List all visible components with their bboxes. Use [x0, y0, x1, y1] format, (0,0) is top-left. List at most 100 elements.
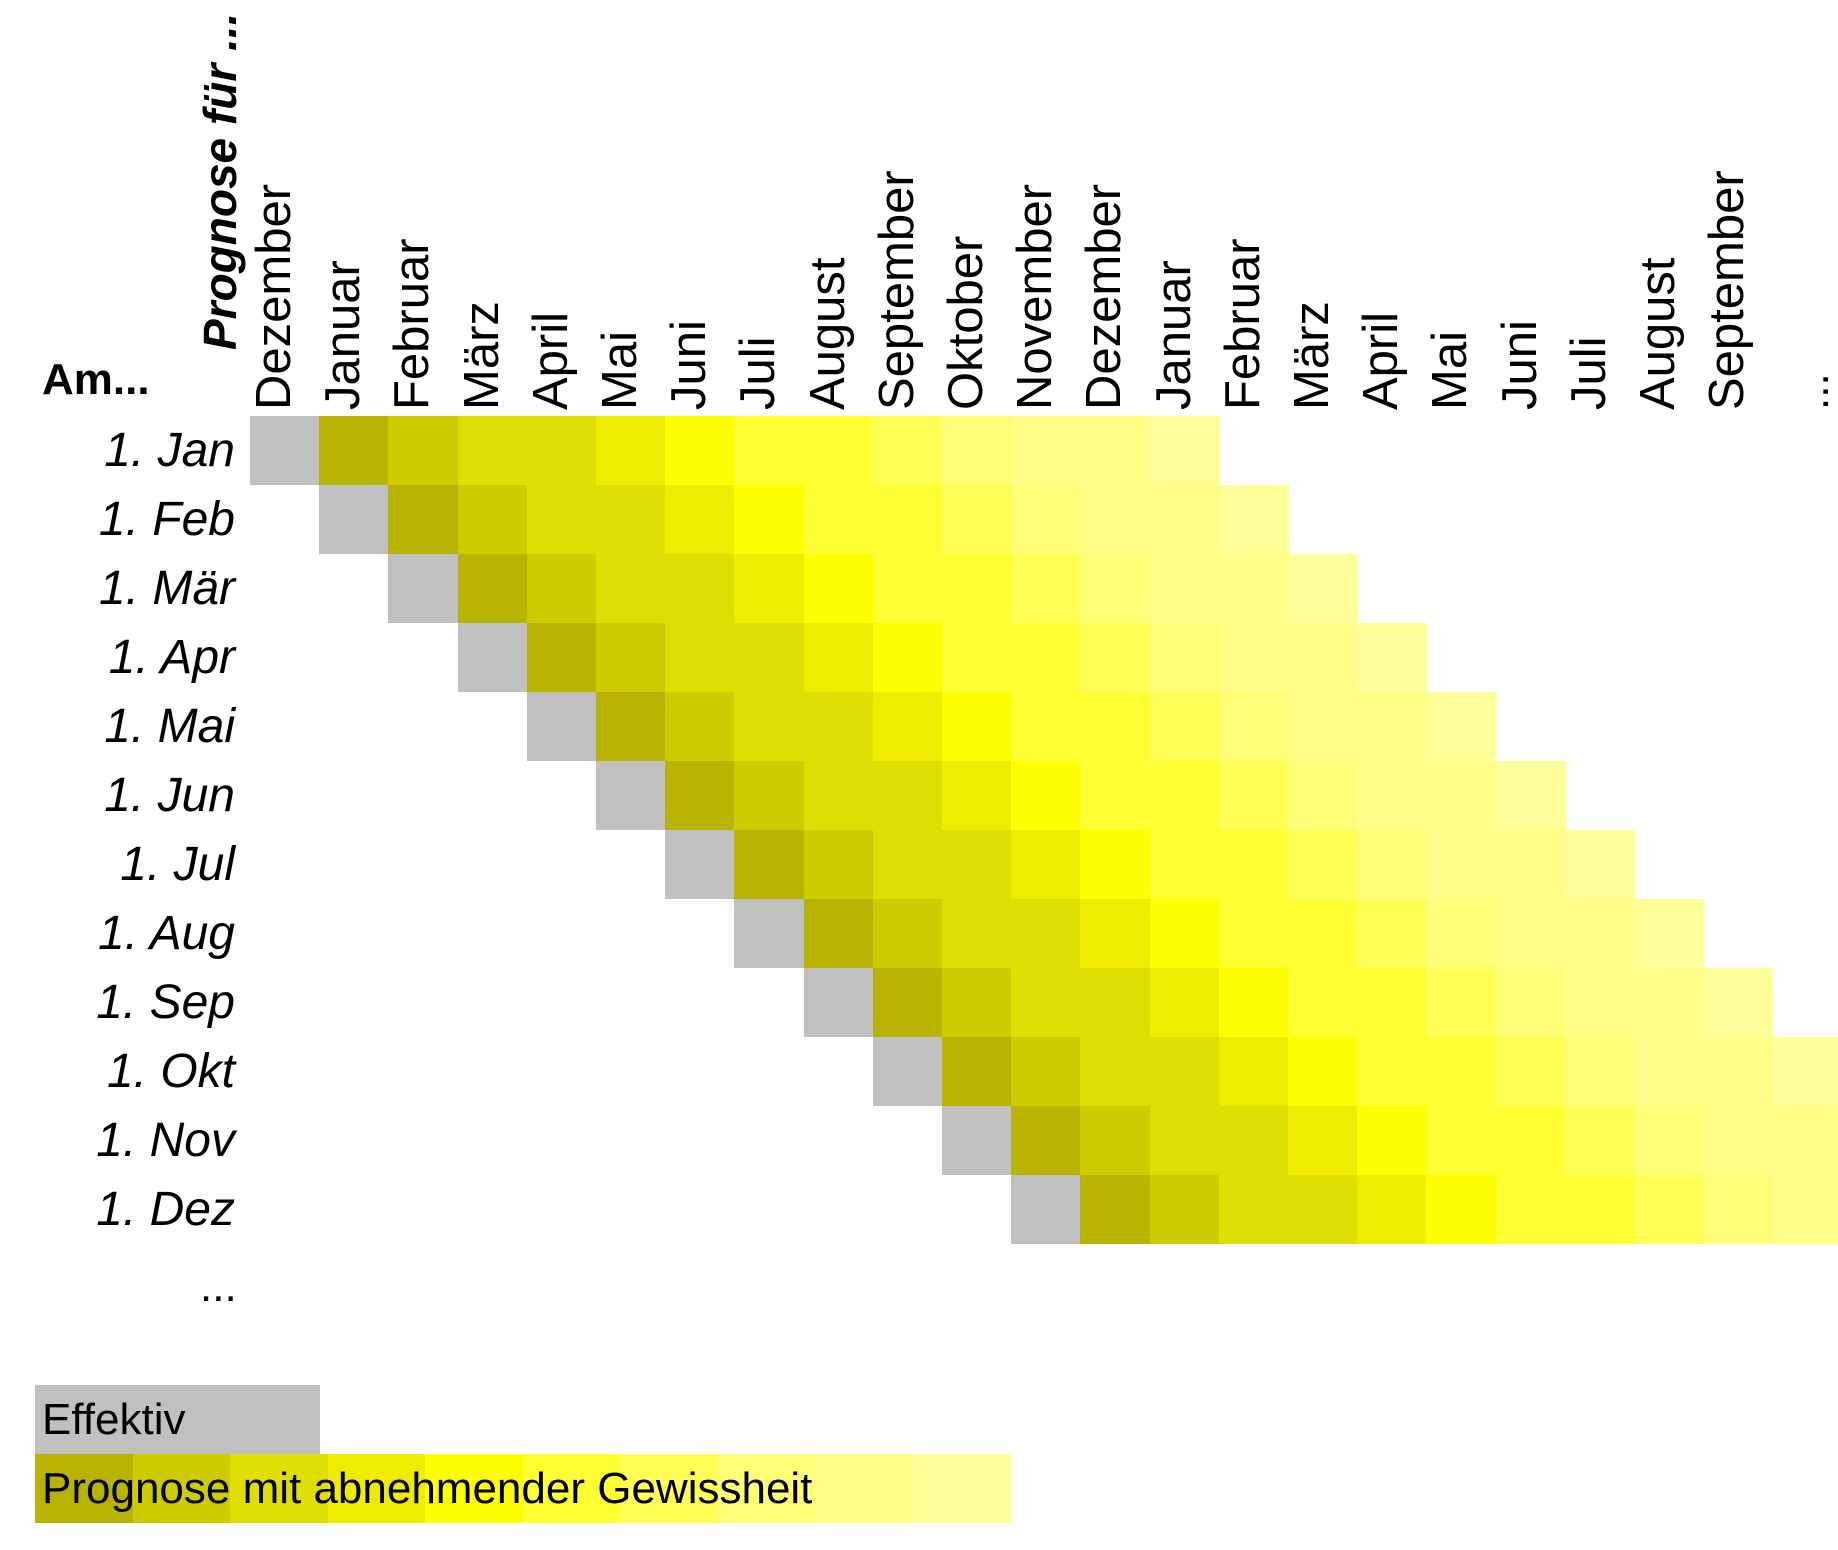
forecast-cell [1218, 968, 1289, 1037]
forecast-cell [1011, 830, 1082, 899]
forecast-cell [1357, 1106, 1428, 1175]
forecast-cell [1080, 968, 1151, 1037]
forecast-cell [665, 485, 736, 554]
forecast-cell [1149, 968, 1220, 1037]
forecast-cell [1288, 1175, 1358, 1244]
forecast-cell [942, 761, 1012, 830]
row-label: 1. Dez [96, 1183, 235, 1236]
legend-effektiv-label: Effektiv [42, 1395, 186, 1444]
forecast-cell [1357, 623, 1428, 692]
forecast-cell [803, 761, 874, 830]
column-label: März [454, 301, 509, 410]
forecast-cell [665, 554, 736, 623]
forecast-cell [1149, 830, 1220, 899]
forecast-cell [803, 485, 874, 554]
forecast-cell [665, 416, 736, 485]
forecast-cell [1357, 899, 1428, 968]
forecast-cell [942, 1037, 1012, 1106]
forecast-cell [1426, 1106, 1497, 1175]
forecast-cell [1218, 485, 1289, 554]
forecast-cell [1011, 1106, 1082, 1175]
forecast-cell [1080, 554, 1151, 623]
row-label: 1. Mai [104, 700, 235, 753]
forecast-cell [942, 485, 1012, 554]
forecast-cell [734, 692, 805, 761]
row-label: 1. Sep [96, 976, 235, 1029]
forecast-cell [1703, 968, 1774, 1037]
forecast-cell [1426, 1037, 1497, 1106]
forecast-cell [803, 692, 874, 761]
forecast-cell [803, 623, 874, 692]
row-label: 1. Feb [98, 493, 235, 546]
column-label: September [1700, 170, 1755, 410]
forecast-cell [1357, 968, 1428, 1037]
forecast-cell [526, 554, 597, 623]
legend-gradient-segment [132, 1454, 231, 1523]
forecast-cell [942, 416, 1012, 485]
forecast-cell [1634, 1037, 1704, 1106]
forecast-cell [942, 968, 1012, 1037]
forecast-cell [1495, 1037, 1566, 1106]
forecast-cell [734, 761, 805, 830]
forecast-cell [734, 830, 805, 899]
forecast-cell [1288, 1106, 1358, 1175]
forecast-cell [1426, 968, 1497, 1037]
forecast-cell [872, 485, 943, 554]
column-label: Januar [1146, 260, 1201, 410]
forecast-cell [1634, 968, 1704, 1037]
forecast-cell [1218, 692, 1289, 761]
forecast-cell [1149, 623, 1220, 692]
forecast-cell [942, 830, 1012, 899]
forecast-cell [1634, 899, 1704, 968]
forecast-cell [1080, 899, 1151, 968]
column-label: Februar [385, 238, 440, 410]
forecast-cell [1218, 623, 1289, 692]
forecast-cell [1426, 692, 1497, 761]
forecast-cell [1011, 1037, 1082, 1106]
forecast-cell [734, 485, 805, 554]
row-label: 1. Jul [120, 838, 235, 891]
forecast-cell [734, 554, 805, 623]
forecast-cell [872, 968, 943, 1037]
forecast-cell [1288, 1037, 1358, 1106]
forecast-cell [457, 554, 528, 623]
forecast-cell [1011, 761, 1082, 830]
column-label: Juli [1561, 336, 1616, 410]
effektiv-cell [388, 554, 459, 623]
row-label: 1. Apr [108, 631, 235, 684]
forecast-cell [1080, 692, 1151, 761]
forecast-cell [1218, 1037, 1289, 1106]
forecast-cell [942, 899, 1012, 968]
forecast-cell [734, 416, 805, 485]
effektiv-cell [596, 761, 666, 830]
forecast-cell [1011, 485, 1082, 554]
forecast-cell [1357, 830, 1428, 899]
row-label: 1. Jan [104, 424, 235, 477]
column-label: November [1008, 183, 1063, 410]
effektiv-cell [1011, 1175, 1082, 1244]
legend-prognose-label: Prognose mit abnehmender Gewissheit [42, 1464, 813, 1513]
forecast-cell [665, 761, 736, 830]
column-label: Oktober [939, 235, 993, 410]
forecast-cell [1288, 554, 1358, 623]
forecast-cell [1080, 623, 1151, 692]
forecast-cell [1495, 1175, 1566, 1244]
forecast-cell [1011, 692, 1082, 761]
forecast-cell [1149, 692, 1220, 761]
column-label: August [1631, 257, 1685, 410]
forecast-cell [1357, 1175, 1428, 1244]
legend-gradient-segment [35, 1454, 133, 1523]
column-label: Juni [662, 320, 717, 410]
effektiv-cell [942, 1106, 1012, 1175]
forecast-cell [803, 899, 874, 968]
forecast-cell [872, 416, 943, 485]
forecast-cell [665, 692, 736, 761]
column-label: März [1285, 301, 1339, 410]
legend-effektiv-swatch [35, 1385, 320, 1454]
forecast-cell [1288, 692, 1358, 761]
forecast-cell [1495, 899, 1566, 968]
column-label: Februar [1215, 238, 1270, 410]
forecast-cell [319, 416, 390, 485]
effektiv-cell [526, 692, 597, 761]
column-label: Mai [593, 331, 647, 410]
